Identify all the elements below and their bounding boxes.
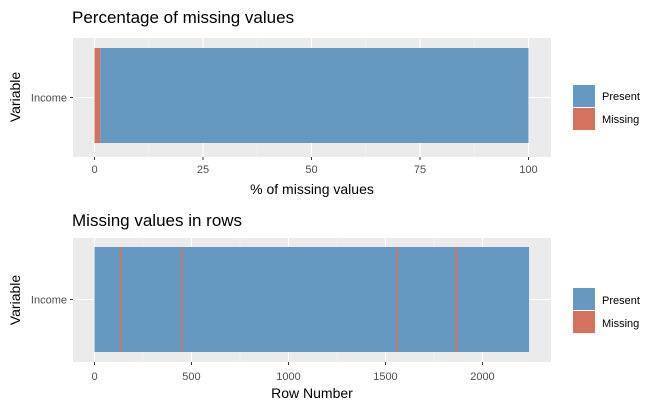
chart-2-bars [94,247,529,352]
x-tick-label: 100 [519,164,537,176]
bar-segment-missing [94,48,101,143]
chart-1-bars [94,48,529,143]
missing-row-line [396,247,399,352]
chart-2-x-tick-labels: 0 500 1000 1500 2000 [91,362,495,383]
chart-2-legend-label-missing: Missing [602,318,639,330]
chart-1-legend-label-missing: Missing [602,114,639,126]
x-tick-label: 500 [182,371,200,383]
panel-2: Missing values in rows 0 500 1000 1500 2000 … [7,211,640,401]
bar-segment-present [100,48,529,143]
chart-1-legend-swatch-missing [573,108,595,130]
x-tick-label: 25 [197,164,209,176]
chart-1-legend-label-present: Present [602,91,640,103]
chart-2-title: Missing values in rows [72,211,242,230]
x-tick-label: 1000 [276,371,300,383]
chart-1-x-tick-labels: 0 25 50 75 100 [91,157,538,176]
present-row-band [94,247,529,352]
chart-2-legend: Present Missing [573,288,640,333]
chart-1-y-axis-title: Variable [7,72,23,123]
chart-1-legend-swatch-present [573,85,595,107]
chart-2-x-axis-title: Row Number [271,385,353,401]
x-tick-label: 0 [91,164,97,176]
x-tick-label: 2000 [470,371,494,383]
chart-2-legend-swatch-present [573,288,595,310]
chart-2-legend-label-present: Present [602,295,640,307]
y-tick-label: Income [31,295,67,307]
x-tick-label: 75 [414,164,426,176]
chart-1-x-axis-title: % of missing values [250,181,374,197]
x-tick-label: 1500 [373,371,397,383]
x-tick-label: 0 [91,371,97,383]
chart-1-title: Percentage of missing values [72,8,294,27]
y-tick-label: Income [31,93,67,105]
chart-2-y-tick-labels: Income [31,295,73,307]
x-tick-label: 50 [305,164,317,176]
panel-1: Percentage of missing values 0 25 50 75 100 … [7,8,640,197]
missing-row-line [119,247,122,352]
chart-2-legend-swatch-missing [573,311,595,333]
chart-1-y-tick-labels: Income [31,93,73,105]
chart-1-legend: Present Missing [573,85,640,130]
missing-row-line [455,247,458,352]
missing-row-line [180,247,183,352]
chart-2-y-axis-title: Variable [7,275,23,326]
